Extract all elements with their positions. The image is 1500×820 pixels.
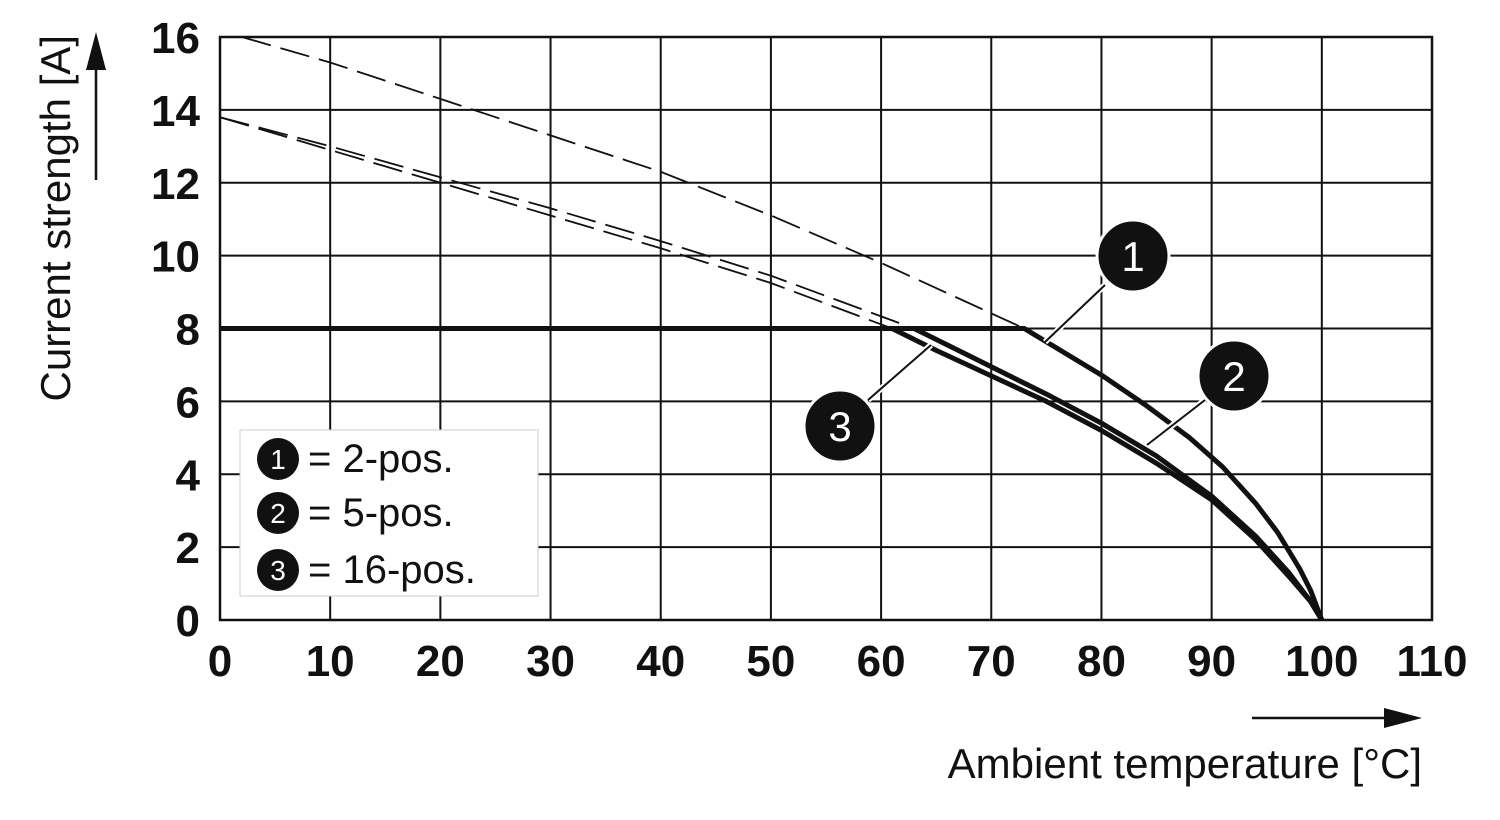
legend-marker-1 — [257, 438, 299, 480]
dashed-extension-lines — [219, 36, 1025, 330]
y-tick-label: 6 — [176, 378, 200, 427]
callout-1: 1 — [1042, 218, 1171, 345]
y-tick-labels: 0 2 4 6 8 10 12 14 16 — [151, 14, 200, 646]
x-tick-label: 90 — [1187, 637, 1236, 686]
callout-2-label: 2 — [1222, 353, 1245, 400]
dashed-line-2 — [219, 116, 915, 330]
callout-3: 3 — [802, 342, 933, 464]
x-tick-label: 60 — [857, 637, 906, 686]
legend-label-3: = 16-pos. — [308, 548, 476, 592]
x-tick-label: 0 — [208, 637, 232, 686]
y-tick-label: 8 — [176, 306, 200, 355]
x-tick-label: 30 — [526, 637, 575, 686]
x-tick-label: 40 — [636, 637, 685, 686]
legend-marker-1-label: 1 — [270, 444, 286, 475]
callout-2-leader-stroke — [1146, 399, 1206, 446]
x-axis-label: Ambient temperature [°C] — [948, 740, 1422, 787]
callout-3-leader-stroke — [867, 344, 932, 401]
legend-marker-3 — [257, 549, 299, 591]
callout-2: 2 — [1145, 338, 1272, 448]
y-tick-label: 0 — [176, 597, 200, 646]
callout-3-label: 3 — [828, 403, 851, 450]
x-tick-label: 100 — [1285, 637, 1358, 686]
y-tick-label: 2 — [176, 524, 200, 573]
callout-1-leader-stroke — [1044, 284, 1106, 343]
x-tick-label: 20 — [416, 637, 465, 686]
legend-item-2: 2 = 5-pos. — [257, 491, 454, 535]
legend-marker-2 — [257, 492, 299, 534]
legend-item-1: 1 = 2-pos. — [257, 437, 454, 481]
callout-1-badge — [1095, 218, 1171, 294]
x-tick-label: 110 — [1397, 637, 1468, 686]
x-tick-label: 50 — [746, 637, 795, 686]
legend-label-2: = 5-pos. — [308, 491, 454, 535]
y-tick-label: 4 — [176, 451, 201, 500]
x-tick-label: 10 — [306, 637, 355, 686]
y-tick-label: 16 — [151, 14, 200, 63]
legend-marker-3-label: 3 — [270, 555, 286, 586]
x-tick-label: 80 — [1077, 637, 1126, 686]
y-tick-label: 12 — [151, 160, 200, 209]
legend-marker-2-label: 2 — [270, 498, 286, 529]
y-tick-label: 14 — [151, 87, 200, 136]
callout-1-label: 1 — [1121, 233, 1144, 280]
callout-2-badge — [1196, 338, 1272, 414]
curve-1 — [220, 326, 1325, 621]
legend-item-3: 3 = 16-pos. — [257, 548, 476, 592]
legend-label-1: = 2-pos. — [308, 437, 454, 481]
callout-3-badge — [802, 388, 878, 464]
legend: 1 = 2-pos. 2 = 5-pos. 3 = 16-pos. — [239, 429, 539, 597]
y-axis-arrow-head — [86, 32, 106, 70]
dashed-line-1 — [241, 36, 1025, 330]
dashed-line-3 — [219, 116, 893, 330]
x-tick-label: 70 — [967, 637, 1016, 686]
x-axis-arrow-head — [1384, 708, 1422, 728]
plot-frame — [218, 35, 1434, 622]
x-tick-labels: 0 10 20 30 40 50 60 70 80 90 100 110 — [208, 637, 1468, 686]
y-axis-label: Current strength [A] — [32, 35, 79, 402]
y-tick-label: 10 — [151, 233, 200, 282]
